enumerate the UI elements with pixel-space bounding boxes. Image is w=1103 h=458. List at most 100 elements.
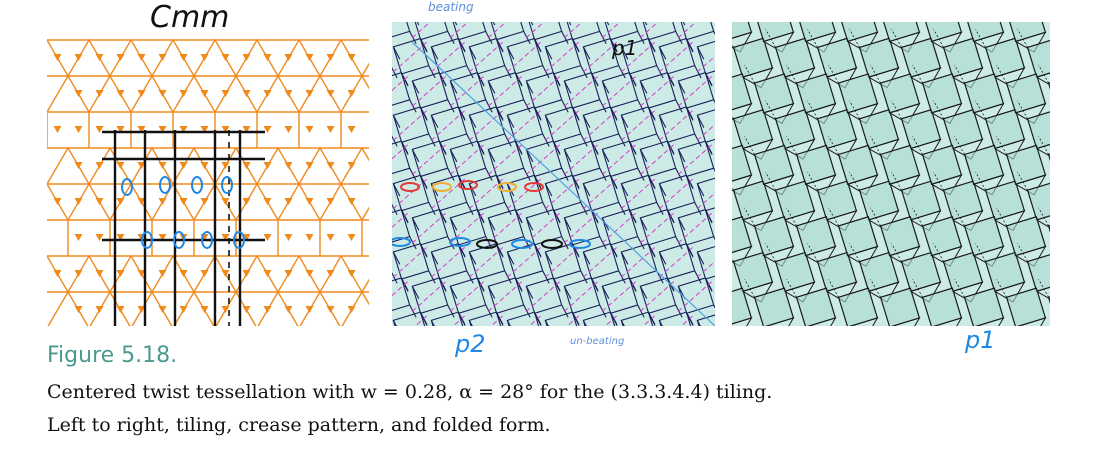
mountain-fold <box>568 22 572 26</box>
folded-hidden-edge <box>891 243 902 262</box>
folded-square <box>1047 82 1050 90</box>
tiling-arrow <box>95 270 104 277</box>
tiling-arrow <box>158 306 167 313</box>
tiling-arrow <box>158 90 167 97</box>
folded-edge <box>1035 72 1050 86</box>
mountain-fold <box>563 285 572 299</box>
tiling-arrow <box>137 306 146 313</box>
tiling-arrow <box>284 162 293 169</box>
folded-edge <box>1035 215 1050 229</box>
tiling-arrow <box>347 126 356 133</box>
folded-hidden-edge <box>786 64 797 84</box>
folded-edge <box>762 245 795 267</box>
mountain-fold <box>454 22 458 26</box>
mountain-fold <box>458 107 466 121</box>
tiling-arrow <box>326 162 335 169</box>
mountain-fold <box>449 149 458 163</box>
folded-edge <box>972 245 1005 267</box>
folded-edge <box>993 209 1026 232</box>
mountain-fold <box>452 22 487 41</box>
folded-square <box>753 144 795 185</box>
valley-fold <box>449 22 469 39</box>
folded-square <box>816 108 858 150</box>
folded-edge <box>1035 286 1050 300</box>
mountain-fold <box>648 176 656 190</box>
tiling-arrow <box>95 234 104 241</box>
mountain-fold <box>572 107 580 121</box>
folded-square <box>963 73 1005 114</box>
folded-edge <box>888 174 921 196</box>
valley-fold <box>392 108 430 141</box>
tiling-arrow <box>305 306 314 313</box>
valley-fold <box>468 39 506 73</box>
folded-square <box>900 108 942 150</box>
blue-mark <box>159 176 171 194</box>
folded-hidden-edge <box>786 207 797 227</box>
folded-hidden-edge <box>954 64 965 84</box>
folded-edge <box>732 245 753 267</box>
valley-fold <box>696 123 715 141</box>
folded-square <box>732 287 753 325</box>
folded-edge <box>783 67 816 89</box>
valley-fold <box>582 39 620 73</box>
tiling-arrow <box>137 198 146 205</box>
tiling-edge <box>47 74 369 114</box>
mountain-fold <box>468 251 477 265</box>
mountain-fold <box>713 236 715 241</box>
mountain-fold <box>677 217 686 231</box>
mountain-fold <box>496 244 504 258</box>
folded-square <box>921 73 963 114</box>
folded-edge <box>909 281 942 303</box>
folded-square <box>942 37 984 78</box>
valley-fold <box>680 313 696 326</box>
valley-fold <box>487 142 525 176</box>
mountain-fold <box>449 217 458 231</box>
tiling-arrow <box>116 162 125 169</box>
folded-square <box>984 108 1026 150</box>
mountain-fold <box>696 114 705 128</box>
folded-edge <box>1014 31 1047 53</box>
mountain-fold <box>572 176 580 190</box>
valley-fold <box>525 74 563 107</box>
folded-square <box>732 37 774 78</box>
mountain-fold <box>487 80 496 94</box>
mountain-fold <box>682 22 686 26</box>
mountain-fold <box>414 22 449 41</box>
folded-square <box>732 108 774 150</box>
mountain-fold <box>392 183 401 197</box>
folded-edge <box>909 209 942 232</box>
folded-edge <box>741 281 774 303</box>
tiling-arrow <box>116 234 125 241</box>
valley-fold <box>677 22 697 39</box>
folded-hidden-edge <box>954 279 965 298</box>
tiling-arrow <box>179 198 188 205</box>
valley-fold <box>639 22 659 39</box>
annotation-mark <box>476 239 498 249</box>
valley-fold <box>525 279 563 312</box>
folded-edge <box>762 174 795 196</box>
tiling-arrow <box>53 270 62 277</box>
folded-square <box>795 73 837 114</box>
valley-fold <box>392 245 430 278</box>
folded-square <box>732 251 774 293</box>
annotation-mark <box>569 239 591 249</box>
tiling-arrow <box>200 90 209 97</box>
folded-edge <box>732 174 753 196</box>
folded-square <box>732 144 753 182</box>
tiling-arrow <box>179 54 188 61</box>
folded-square <box>1005 144 1047 185</box>
folded-hidden-edge <box>807 29 818 48</box>
folded-hidden-edge <box>1017 29 1028 48</box>
folded-edge <box>762 31 795 53</box>
valley-fold <box>620 39 658 73</box>
caption-line-2: Left to right, tiling, crease pattern, a… <box>47 414 551 436</box>
tiling-arrow <box>116 90 125 97</box>
folded-edge <box>762 102 795 125</box>
mountain-fold <box>582 183 591 197</box>
mountain-fold <box>468 46 477 60</box>
tiling-arrow <box>305 270 314 277</box>
folded-square <box>900 251 942 293</box>
folded-square <box>1047 224 1050 233</box>
valley-fold <box>544 108 582 141</box>
mountain-fold <box>528 22 563 41</box>
